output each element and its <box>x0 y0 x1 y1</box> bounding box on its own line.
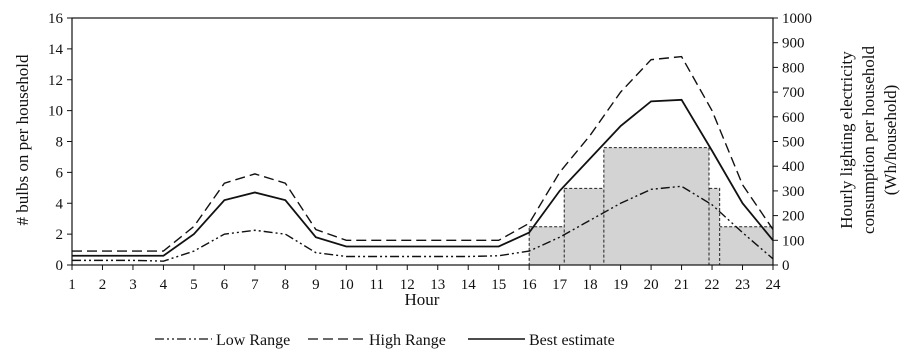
x-tick-label: 6 <box>221 277 229 293</box>
x-tick-label: 21 <box>674 277 689 293</box>
legend: Low Range High Range Best estimate <box>155 332 615 349</box>
y2-tick-labels: 0 100 200 300 400 500 600 700 800 900 1000 <box>782 11 812 274</box>
y2-tick-label: 100 <box>782 233 805 249</box>
series-line-high-range <box>72 55 774 252</box>
x-tick-label: 4 <box>160 277 168 293</box>
x-tick-label: 12 <box>400 277 415 293</box>
x-tick-label: 10 <box>339 277 354 293</box>
legend-label-high-range: High Range <box>369 332 446 349</box>
y2-tick-label: 400 <box>782 159 805 175</box>
y2-tick-label: 500 <box>782 135 805 151</box>
series-line-low-range <box>72 185 774 262</box>
y-tick-label: 12 <box>48 73 63 89</box>
y-tick-labels: 0 2 4 6 8 10 12 14 16 <box>48 11 64 274</box>
y-tick-label: 0 <box>56 258 64 274</box>
y2-tick-label: 0 <box>782 258 790 274</box>
x-tick-label: 5 <box>190 277 198 293</box>
legend-label-low-range: Low Range <box>216 332 290 349</box>
y-tick-label: 2 <box>56 227 64 243</box>
x-tick-label: 24 <box>766 277 782 293</box>
x-tick-label: 22 <box>705 277 720 293</box>
y2-tick-label: 300 <box>782 184 805 200</box>
x-tick-label: 8 <box>282 277 290 293</box>
x-tick-label: 14 <box>461 277 477 293</box>
x-tick-label: 7 <box>251 277 259 293</box>
y-axis-title: # bulbs on per household <box>13 54 32 225</box>
series-line-best-estimate <box>72 98 774 257</box>
y-tick-label: 8 <box>56 135 64 151</box>
y-tick-label: 14 <box>48 42 64 58</box>
x-tick-label: 19 <box>613 277 628 293</box>
y2-axis-title: Hourly lighting electricity consumption … <box>837 46 900 234</box>
legend-label-best-estimate: Best estimate <box>529 332 615 349</box>
x-tick-label: 13 <box>430 277 445 293</box>
x-tick-label: 23 <box>735 277 750 293</box>
y-tick-label: 6 <box>56 165 64 181</box>
y2-tick-label: 700 <box>782 85 805 101</box>
x-tick-label: 1 <box>68 277 76 293</box>
x-tick-label: 3 <box>129 277 137 293</box>
y2-axis-title-line-2: consumption per household <box>859 46 878 234</box>
x-tick-label: 20 <box>644 277 659 293</box>
x-tick-label: 15 <box>491 277 506 293</box>
y2-tick-label: 600 <box>782 110 805 126</box>
y-tick-label: 10 <box>48 104 63 120</box>
y2-tick-label: 900 <box>782 36 805 52</box>
x-axis-title: Hour <box>405 290 440 309</box>
y2-axis-title-line-3: (Wh/household) <box>881 85 900 195</box>
x-tick-label: 9 <box>312 277 320 293</box>
consumption-boxes <box>528 147 774 266</box>
y2-tick-label: 1000 <box>782 11 812 27</box>
y2-tick-label: 800 <box>782 60 805 76</box>
consumption-box-3 <box>603 147 710 266</box>
x-tick-label: 16 <box>522 277 538 293</box>
y-tick-label: 4 <box>56 196 64 212</box>
y-tick-label: 16 <box>48 11 64 27</box>
y2-axis-title-line-1: Hourly lighting electricity <box>837 51 856 229</box>
x-tick-label: 11 <box>370 277 384 293</box>
x-tick-label: 2 <box>99 277 107 293</box>
axes <box>67 17 778 270</box>
x-tick-labels: 1 2 3 4 5 6 7 8 9 10 11 12 13 14 15 16 17 18 19 20 21 22 23 24 <box>68 277 781 293</box>
series-lines <box>72 55 774 262</box>
x-tick-label: 17 <box>552 277 568 293</box>
y2-tick-label: 200 <box>782 209 805 225</box>
x-tick-label: 18 <box>583 277 598 293</box>
